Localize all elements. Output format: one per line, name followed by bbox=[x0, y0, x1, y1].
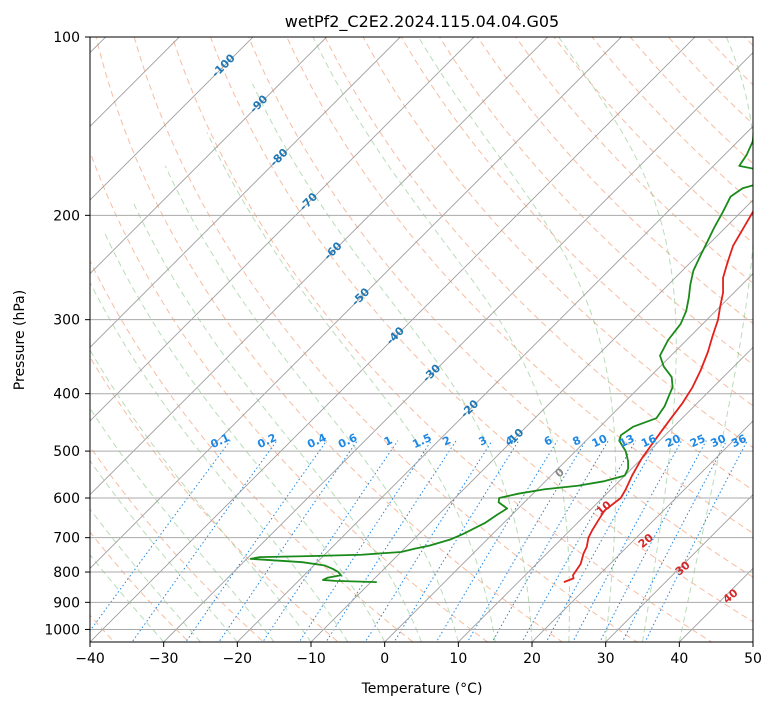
mixing-ratio-label: 30 bbox=[709, 432, 729, 450]
x-axis-ticks: −40 −30 −20 −10 0 10 20 30 40 50 bbox=[75, 642, 762, 667]
dewpoint-line bbox=[249, 129, 753, 584]
y-axis-label: Pressure (hPa) bbox=[12, 290, 28, 390]
moist-adiabat-line bbox=[90, 508, 201, 642]
moist-adiabat-line bbox=[104, 233, 386, 642]
x-tick-label: −20 bbox=[223, 651, 253, 667]
dry-adiabat-line bbox=[248, 37, 753, 578]
y-tick-label: 900 bbox=[53, 595, 80, 611]
moist-adiabat-line bbox=[90, 281, 349, 642]
y-tick-label: 400 bbox=[53, 387, 80, 403]
dry-adiabat-line bbox=[171, 37, 713, 642]
isotherm-line bbox=[457, 346, 753, 642]
moist-adiabat-line bbox=[678, 37, 753, 642]
x-tick-label: −40 bbox=[75, 651, 105, 667]
y-tick-label: 300 bbox=[53, 313, 80, 329]
mixing-ratio-line bbox=[644, 440, 748, 642]
sounding-series bbox=[249, 129, 753, 584]
chart-title: wetPf2_C2E2.2024.115.04.04.G05 bbox=[285, 12, 559, 32]
moist-adiabat-line bbox=[164, 165, 459, 642]
isotherm-line bbox=[90, 37, 549, 496]
isotherm-line bbox=[90, 37, 180, 127]
mixing-ratio-line bbox=[599, 440, 707, 642]
background-guide-lines bbox=[90, 37, 753, 642]
moist-adiabat-line bbox=[252, 83, 533, 642]
mixing-ratio-label: 20 bbox=[663, 432, 683, 450]
mixing-ratio-line bbox=[621, 440, 728, 642]
plot-frame bbox=[89, 36, 754, 643]
isotherm-line bbox=[531, 420, 753, 642]
x-tick-label: 20 bbox=[523, 651, 541, 667]
y-tick-label: 700 bbox=[53, 531, 80, 547]
isotherm-line bbox=[90, 37, 328, 275]
mixing-ratio-line bbox=[298, 440, 432, 642]
mixing-ratio-line bbox=[435, 440, 558, 642]
mixing-ratio-label: 25 bbox=[688, 432, 707, 450]
dry-adiabat-line bbox=[90, 445, 265, 642]
moist-adiabat-line bbox=[558, 37, 677, 642]
isotherm-line bbox=[163, 52, 753, 642]
y-tick-label: 600 bbox=[53, 491, 80, 507]
isotherm-line bbox=[310, 199, 753, 642]
isotherm-line bbox=[384, 273, 753, 642]
x-tick-label: 0 bbox=[380, 651, 389, 667]
isotherm-line bbox=[605, 494, 753, 642]
dry-adiabat-line bbox=[438, 37, 753, 366]
moist-adiabat-line bbox=[418, 37, 617, 642]
mixing-ratio-label: 10 bbox=[590, 432, 610, 450]
moist-adiabat-line bbox=[132, 201, 422, 642]
y-tick-label: 500 bbox=[53, 444, 80, 460]
mixing-ratio-label: 13 bbox=[617, 432, 636, 450]
y-tick-label: 200 bbox=[53, 208, 80, 224]
mixing-ratio-line bbox=[262, 440, 399, 642]
isotherm-line bbox=[90, 37, 475, 422]
mixing-ratio-line bbox=[131, 440, 278, 642]
dry-adiabat-line bbox=[95, 37, 564, 642]
x-tick-label: 30 bbox=[597, 651, 615, 667]
x-tick-label: −30 bbox=[149, 651, 179, 667]
isotherm-line bbox=[90, 37, 622, 569]
y-tick-label: 100 bbox=[53, 30, 80, 46]
dry-adiabat-line bbox=[209, 37, 753, 623]
x-tick-label: 10 bbox=[449, 651, 467, 667]
moist-adiabat-line bbox=[90, 459, 238, 642]
x-tick-label: 40 bbox=[670, 651, 688, 667]
dry-adiabat-line bbox=[90, 259, 414, 642]
mixing-ratio-label: 36 bbox=[729, 432, 749, 450]
isotherm-line bbox=[236, 125, 753, 642]
mixing-ratio-line bbox=[545, 440, 659, 642]
mixing-ratio-label: 16 bbox=[639, 432, 659, 450]
dry-adiabat-line bbox=[90, 356, 339, 642]
mixing-ratio-line bbox=[521, 440, 637, 642]
mixing-ratio-line bbox=[325, 440, 457, 642]
moist-adiabat-line bbox=[90, 349, 312, 642]
mixing-ratio-line bbox=[90, 440, 231, 632]
dry-adiabat-line bbox=[400, 37, 753, 407]
temperature-line bbox=[563, 209, 753, 583]
isotherm-line bbox=[90, 37, 401, 348]
mixing-ratio-line bbox=[364, 440, 493, 642]
dry-adiabat-line bbox=[286, 37, 753, 534]
y-tick-label: 800 bbox=[53, 565, 80, 581]
x-axis-label: Temperature (°C) bbox=[361, 681, 483, 697]
mixing-ratio-line bbox=[466, 440, 587, 642]
moist-adiabat-line bbox=[90, 407, 275, 642]
y-tick-label: 1000 bbox=[44, 622, 80, 638]
x-tick-label: 50 bbox=[744, 651, 762, 667]
mixing-ratio-line bbox=[572, 440, 683, 642]
y-axis-ticks: 100 200 300 400 500 600 700 800 900 1000 bbox=[44, 30, 90, 638]
dry-adiabat-line bbox=[90, 531, 190, 642]
mixing-ratio-line bbox=[491, 440, 609, 642]
isotherm-line bbox=[90, 37, 696, 642]
x-tick-label: −10 bbox=[296, 651, 326, 667]
isotherm-line bbox=[90, 37, 254, 201]
dry-adiabat-line bbox=[133, 37, 638, 642]
dry-adiabat-line bbox=[476, 37, 753, 325]
